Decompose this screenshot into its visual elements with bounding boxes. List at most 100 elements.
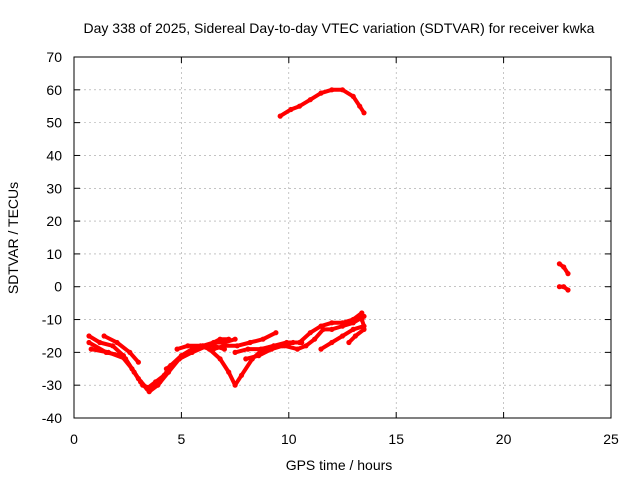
data-point (211, 346, 217, 352)
data-point (258, 346, 264, 352)
data-point (174, 346, 180, 352)
x-tick-label: 25 (603, 431, 619, 447)
data-point (339, 87, 346, 93)
x-tick-label: 15 (388, 431, 404, 447)
x-tick-label: 20 (496, 431, 512, 447)
data-point (232, 336, 238, 342)
x-tick-label: 10 (281, 431, 297, 447)
x-tick-label: 5 (178, 431, 186, 447)
data-point (161, 372, 167, 378)
data-point (110, 343, 116, 349)
data-point (206, 346, 212, 352)
data-point (299, 339, 305, 346)
data-point (187, 349, 193, 355)
data-point (312, 336, 318, 342)
data-point (329, 87, 335, 93)
data-point (303, 343, 309, 349)
data-point (226, 336, 232, 342)
data-point (114, 339, 120, 346)
data-point (127, 349, 133, 355)
series-track (102, 334, 141, 365)
data-point (561, 264, 567, 270)
y-tick-label: 10 (46, 246, 62, 262)
data-point (86, 339, 92, 346)
data-point (269, 346, 275, 352)
data-point (307, 330, 313, 336)
data-point (217, 336, 223, 342)
data-point (153, 379, 159, 385)
y-tick-label: 60 (46, 82, 62, 98)
grid-lines (74, 57, 611, 418)
y-tick-label: -10 (42, 312, 62, 328)
data-point (256, 353, 262, 359)
data-point (339, 333, 346, 339)
data-point (243, 356, 249, 362)
data-point (101, 333, 107, 339)
data-point (144, 385, 150, 392)
data-point (339, 323, 346, 329)
data-point (352, 333, 358, 339)
data-point (361, 110, 367, 116)
data-point (247, 339, 253, 346)
data-point (329, 326, 335, 332)
data-point (350, 320, 356, 326)
data-point (88, 346, 94, 352)
data-point (556, 261, 563, 267)
data-point (561, 284, 567, 290)
y-tick-label: -20 (42, 344, 62, 360)
data-point (234, 343, 240, 349)
data-point (163, 366, 169, 372)
data-point (346, 339, 352, 346)
y-tick-label: -30 (42, 377, 62, 393)
data-point (123, 356, 129, 362)
y-tick-label: 30 (46, 180, 62, 196)
data-point (357, 103, 363, 109)
data-point (273, 330, 279, 336)
data-point (217, 356, 223, 362)
data-point (290, 339, 296, 346)
data-point (288, 106, 294, 113)
data-point (329, 320, 335, 326)
series-track (278, 87, 366, 119)
data-point (135, 359, 141, 365)
data-point (359, 316, 365, 323)
data-point (296, 103, 303, 109)
data-point (361, 326, 367, 332)
data-point (232, 349, 238, 355)
data-point (185, 343, 191, 349)
data-point (198, 343, 204, 349)
data-point (277, 113, 283, 119)
axis-ticks: -40 -30 -20 -10 0 10 20 30 40 50 60 70 0 5 10 15 20 25 (42, 49, 619, 447)
data-point (226, 369, 232, 375)
data-point (329, 339, 335, 346)
data-point (232, 382, 238, 388)
y-tick-label: -40 (42, 410, 62, 426)
data-point (350, 93, 356, 99)
data-point (97, 339, 103, 346)
x-axis-label: GPS time / hours (286, 457, 393, 473)
data-point (238, 372, 245, 378)
data-point (86, 333, 92, 339)
data-point (135, 376, 141, 382)
data-point (556, 284, 563, 290)
data-point (320, 326, 326, 332)
data-point (565, 271, 571, 277)
data-point (260, 336, 266, 342)
data-point (105, 349, 111, 355)
plot-frame (73, 56, 612, 419)
data-point (318, 346, 324, 352)
data-point (279, 343, 285, 349)
data-point (318, 90, 324, 96)
y-tick-label: 40 (46, 147, 62, 163)
y-axis-label: SDTVAR / TECUs (5, 182, 21, 294)
data-point (221, 343, 227, 349)
data-point (307, 97, 313, 103)
y-tick-label: 20 (46, 213, 62, 229)
data-point (350, 326, 356, 332)
data-point (245, 346, 251, 352)
y-tick-label: 0 (54, 279, 62, 295)
data-point (176, 356, 182, 362)
x-tick-label: 0 (70, 431, 78, 447)
